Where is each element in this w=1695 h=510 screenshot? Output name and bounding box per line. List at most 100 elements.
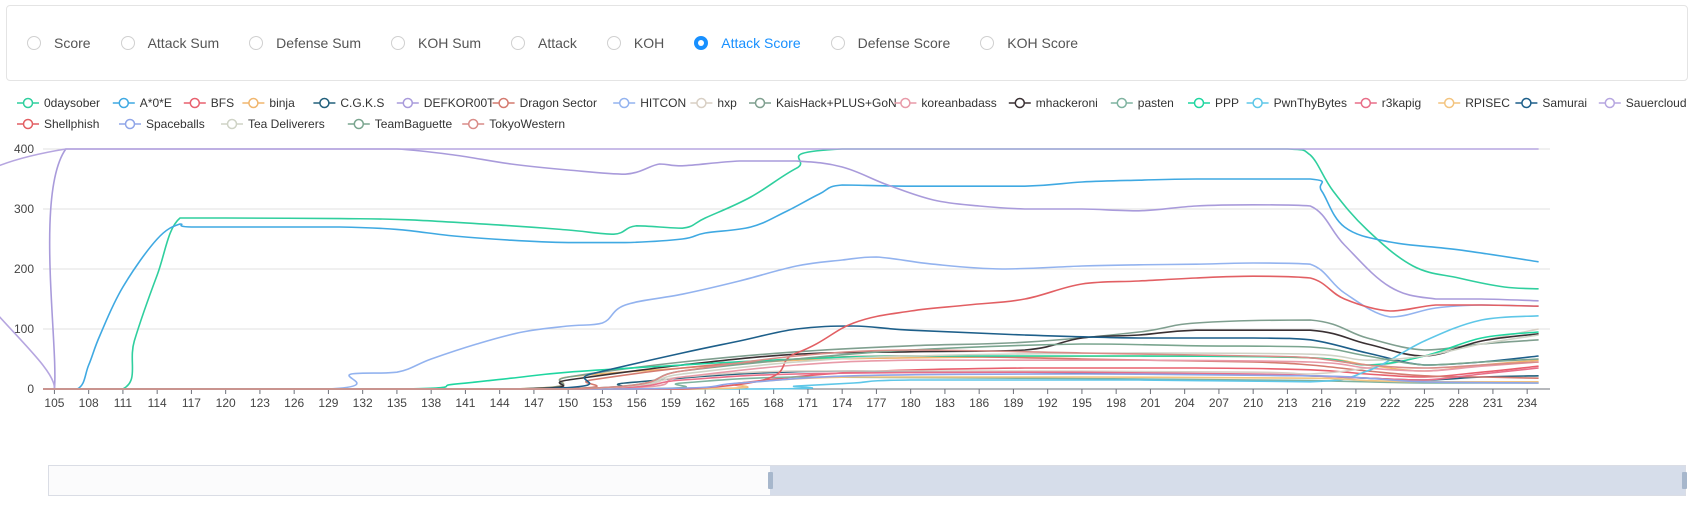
legend-marker-icon bbox=[226, 118, 238, 130]
legend-item[interactable]: binja bbox=[242, 96, 295, 110]
zoom-slider[interactable] bbox=[48, 465, 1687, 496]
series-line-tokyowestern bbox=[42, 349, 1539, 390]
x-tick-label: 150 bbox=[558, 396, 578, 410]
legend-item[interactable]: Samurai bbox=[1515, 96, 1587, 110]
legend-item[interactable]: 0daysober bbox=[17, 96, 100, 110]
legend-item[interactable]: KaisHack+PLUS+GoN bbox=[749, 96, 897, 110]
x-tick-label: 198 bbox=[1106, 396, 1126, 410]
x-tick-label: 225 bbox=[1414, 396, 1434, 410]
x-tick-label: 210 bbox=[1243, 396, 1263, 410]
legend-marker-icon bbox=[402, 97, 414, 109]
series-line-0daysober bbox=[42, 148, 1539, 390]
legend-item[interactable]: PwnThyBytes bbox=[1246, 96, 1347, 110]
legend-item[interactable]: TokyoWestern bbox=[462, 117, 565, 131]
legend-marker-icon bbox=[754, 97, 766, 109]
legend-item[interactable]: TeamBaguette bbox=[347, 117, 453, 131]
legend-item[interactable]: pasten bbox=[1110, 96, 1174, 110]
radio-circle-icon[interactable] bbox=[980, 36, 995, 50]
x-tick-label: 216 bbox=[1312, 396, 1332, 410]
legend-item[interactable]: A*0*E bbox=[112, 96, 172, 110]
legend-label: PPP bbox=[1215, 96, 1239, 110]
x-tick-label: 129 bbox=[318, 396, 338, 410]
x-tick-label: 219 bbox=[1346, 396, 1366, 410]
legend-label: TokyoWestern bbox=[489, 117, 565, 131]
legend-marker-icon bbox=[1116, 97, 1128, 109]
radio-attack-score[interactable]: Attack Score bbox=[694, 35, 801, 51]
y-tick-label: 200 bbox=[14, 262, 34, 276]
radio-circle-icon[interactable] bbox=[27, 36, 41, 50]
x-tick-label: 123 bbox=[250, 396, 270, 410]
x-tick-label: 201 bbox=[1140, 396, 1160, 410]
legend-marker-icon bbox=[1193, 97, 1205, 109]
legend-label: Samurai bbox=[1542, 96, 1587, 110]
legend-item[interactable]: mhackeroni bbox=[1008, 96, 1098, 110]
legend-marker-icon bbox=[118, 97, 130, 109]
radio-label: KOH Sum bbox=[418, 35, 482, 51]
zoom-handle-right[interactable] bbox=[1682, 472, 1687, 489]
legend-item[interactable]: Dragon Sector bbox=[492, 96, 597, 110]
legend-label: A*0*E bbox=[140, 96, 172, 110]
legend-item[interactable]: Shellphish bbox=[17, 117, 99, 131]
radio-attack[interactable]: Attack bbox=[511, 35, 577, 51]
radio-circle-icon[interactable] bbox=[249, 36, 264, 50]
radio-attack-sum[interactable]: Attack Sum bbox=[120, 35, 219, 51]
legend-label: DEFKOR00T bbox=[424, 96, 495, 110]
chart-legend: 0daysober A*0*E BFS binja C.G.K.S DEFKOR00T Dr… bbox=[17, 96, 1687, 131]
series-line-sauercloud bbox=[0, 148, 1539, 390]
x-tick-label: 207 bbox=[1209, 396, 1229, 410]
legend-marker-icon bbox=[1521, 97, 1532, 109]
radio-koh[interactable]: KOH bbox=[606, 35, 664, 51]
legend-label: 0daysober bbox=[44, 96, 100, 110]
legend-marker-icon bbox=[467, 118, 479, 130]
y-tick-label: 300 bbox=[14, 202, 34, 216]
legend-marker-icon bbox=[1360, 97, 1372, 109]
metric-radio-group: Score Attack Sum Defense Sum KOH Sum Attack K… bbox=[27, 6, 1108, 80]
legend-marker-icon bbox=[124, 118, 136, 130]
legend-marker-icon bbox=[1443, 97, 1455, 109]
x-tick-label: 162 bbox=[695, 396, 715, 410]
radio-defense-score[interactable]: Defense Score bbox=[830, 35, 950, 51]
radio-circle-icon[interactable] bbox=[120, 36, 135, 50]
legend-label: Spaceballs bbox=[146, 117, 205, 131]
x-tick-label: 180 bbox=[901, 396, 921, 410]
series-line-a-0-e bbox=[42, 178, 1539, 390]
x-tick-label: 222 bbox=[1380, 396, 1400, 410]
radio-score[interactable]: Score bbox=[27, 35, 91, 51]
x-tick-label: 135 bbox=[387, 396, 407, 410]
legend-item[interactable]: Tea Deliverers bbox=[221, 117, 325, 131]
legend-item[interactable]: DEFKOR00T bbox=[396, 96, 495, 110]
legend-item[interactable]: HITCON bbox=[613, 96, 686, 110]
legend-label: PwnThyBytes bbox=[1274, 96, 1347, 110]
legend-item[interactable]: r3kapig bbox=[1354, 96, 1421, 110]
x-tick-label: 114 bbox=[148, 396, 167, 410]
radio-koh-sum[interactable]: KOH Sum bbox=[391, 35, 481, 51]
x-tick-label: 120 bbox=[216, 396, 236, 410]
x-tick-label: 111 bbox=[114, 396, 133, 410]
legend-marker-icon bbox=[22, 118, 34, 130]
x-tick-label: 177 bbox=[866, 396, 886, 410]
radio-circle-icon[interactable] bbox=[830, 36, 845, 50]
radio-defense-sum[interactable]: Defense Sum bbox=[249, 35, 361, 51]
zoom-selected-range[interactable] bbox=[769, 466, 1685, 495]
legend-item[interactable]: PPP bbox=[1188, 96, 1239, 110]
legend-item[interactable]: Sauercloud bbox=[1598, 96, 1687, 110]
legend-item[interactable]: BFS bbox=[183, 96, 234, 110]
legend-label: pasten bbox=[1138, 96, 1174, 110]
legend-label: r3kapig bbox=[1382, 96, 1421, 110]
radio-label: KOH Score bbox=[1007, 35, 1079, 51]
radio-label: Attack Score bbox=[721, 35, 801, 51]
radio-circle-icon[interactable] bbox=[694, 36, 709, 50]
radio-circle-icon[interactable] bbox=[606, 36, 621, 50]
legend-item[interactable]: hxp bbox=[690, 96, 737, 110]
legend-marker-icon bbox=[189, 97, 201, 109]
radio-circle-icon[interactable] bbox=[391, 36, 405, 50]
radio-circle-icon[interactable] bbox=[511, 36, 526, 50]
legend-item[interactable]: koreanbadass bbox=[894, 96, 997, 110]
x-tick-label: 105 bbox=[44, 396, 64, 410]
zoom-handle-left[interactable] bbox=[767, 472, 773, 489]
legend-item[interactable]: C.G.K.S bbox=[313, 96, 384, 110]
series-line-hitcon bbox=[42, 256, 1539, 390]
legend-item[interactable]: RPISEC bbox=[1438, 96, 1510, 110]
radio-koh-score[interactable]: KOH Score bbox=[980, 35, 1078, 51]
legend-item[interactable]: Spaceballs bbox=[119, 117, 205, 131]
